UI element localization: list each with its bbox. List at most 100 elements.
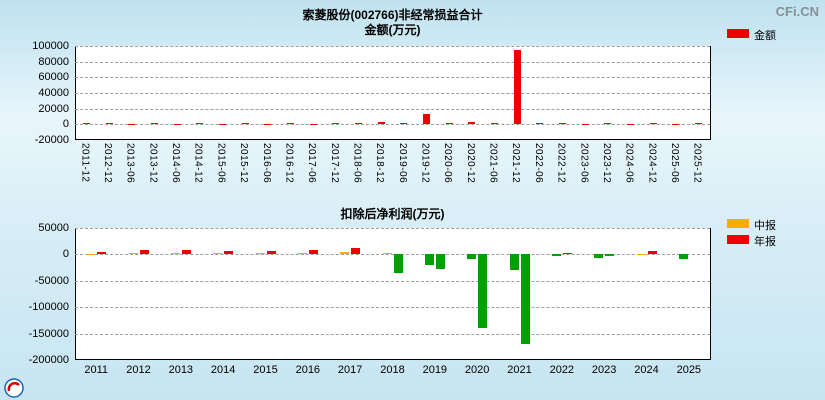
x-tick-label: 2021-06 (487, 143, 499, 184)
x-tick-label: 2023-06 (578, 143, 590, 184)
bar (605, 254, 615, 257)
bar (636, 253, 646, 255)
top-chart-title: 索菱股份(002766)非经常损益合计 (302, 8, 483, 22)
gridline (75, 254, 710, 256)
bar (520, 254, 530, 345)
bar (627, 123, 635, 125)
x-tick-label: 2013 (168, 364, 194, 376)
x-tick-label: 2013-06 (124, 143, 136, 184)
y-tick-label: 60000 (38, 71, 69, 84)
bar (224, 251, 234, 255)
y-tick-label: -100000 (28, 301, 69, 314)
x-tick-label: 2017 (337, 364, 363, 376)
x-tick-label: 2013-12 (147, 143, 159, 184)
bar (332, 122, 340, 125)
bar (86, 253, 96, 255)
y-tick-label: 0 (62, 248, 69, 261)
x-tick-label: 2018-12 (374, 143, 386, 184)
legend-label: 中报 (754, 220, 776, 232)
bar (423, 114, 431, 125)
x-tick-label: 2019 (422, 364, 448, 376)
legend-swatch (727, 29, 749, 38)
gridline (75, 61, 710, 63)
bar (286, 122, 294, 125)
bar (382, 252, 392, 255)
x-tick-label: 2015 (253, 364, 278, 376)
legend-label: 金额 (754, 30, 776, 42)
bar (647, 251, 657, 255)
bar (218, 123, 226, 125)
bar (445, 123, 453, 125)
bar (562, 253, 572, 255)
y-tick-label: 0 (62, 118, 69, 131)
bar (340, 252, 350, 255)
x-tick-label: 2024-06 (623, 143, 635, 184)
bar (354, 123, 362, 125)
x-tick-label: 2012 (126, 364, 151, 376)
x-tick-label: 2020-06 (442, 143, 454, 184)
gridline (75, 46, 710, 47)
bar (435, 254, 445, 269)
gridline (75, 280, 710, 282)
bar (309, 123, 317, 125)
y-tick-label: -150000 (28, 327, 69, 340)
legend-swatch (727, 219, 749, 228)
bar (82, 123, 90, 125)
bar (181, 250, 191, 255)
bar (351, 248, 361, 255)
bar (150, 123, 158, 125)
gridline (75, 77, 710, 79)
bar (478, 254, 488, 329)
bar (213, 253, 223, 255)
y-tick-label: 50000 (38, 222, 69, 234)
y-tick-label: -200000 (28, 354, 69, 366)
x-tick-label: 2011 (84, 364, 108, 376)
bar (377, 122, 385, 125)
bar (170, 252, 180, 255)
x-tick-label: 2014 (210, 364, 236, 376)
bar (97, 252, 107, 255)
bar (559, 122, 567, 125)
x-tick-label: 2021 (507, 364, 532, 376)
bottom-chart-title: 扣除后净利润(万元) (340, 207, 445, 221)
x-tick-label: 2022 (549, 364, 575, 376)
bar (672, 123, 680, 125)
legend-label: 年报 (754, 236, 776, 248)
x-tick-label: 2014-06 (170, 143, 182, 184)
bar (400, 123, 408, 125)
legend-swatch (727, 235, 749, 244)
y-tick-label: -20000 (34, 134, 69, 146)
x-tick-label: 2015-12 (238, 143, 250, 184)
bar (649, 122, 657, 125)
bottom-chart-plot (75, 228, 711, 360)
bar (551, 254, 561, 256)
x-tick-label: 2020 (464, 364, 490, 376)
cfi-watermark: CFi.CN (775, 4, 819, 19)
gridline (75, 108, 710, 110)
bar (594, 254, 604, 259)
x-tick-label: 2012-12 (102, 143, 114, 184)
x-tick-label: 2019-12 (419, 143, 431, 184)
y-tick-label: 40000 (38, 87, 69, 99)
x-tick-label: 2022-12 (555, 143, 567, 184)
bar (581, 123, 589, 125)
bar (468, 121, 476, 125)
bar (196, 123, 204, 125)
bar (173, 123, 181, 125)
y-tick-label: 20000 (38, 102, 69, 115)
bar (255, 253, 265, 255)
x-tick-label: 2023-12 (600, 143, 612, 184)
y-tick-label: 80000 (38, 55, 69, 68)
bar (604, 122, 612, 125)
bar (491, 123, 499, 125)
y-tick-label: 100000 (32, 40, 69, 52)
x-tick-label: 2020-12 (464, 143, 476, 184)
x-tick-label: 2011-12 (79, 143, 91, 183)
bar (241, 123, 249, 125)
x-tick-label: 2014-12 (192, 143, 204, 184)
bar (139, 250, 149, 255)
bar (424, 254, 434, 265)
x-tick-label: 2025-12 (691, 143, 703, 184)
x-tick-label: 2024 (634, 364, 659, 376)
